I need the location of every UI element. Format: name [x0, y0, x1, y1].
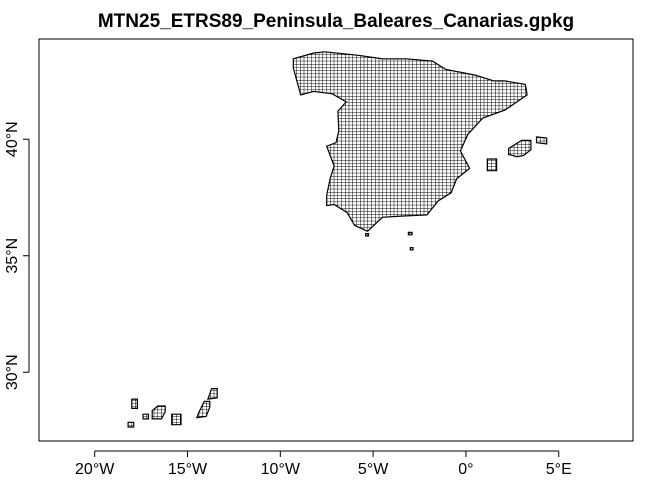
region-mallorca	[508, 139, 532, 158]
x-tick-label: 0°	[458, 461, 473, 478]
region-ceuta	[365, 233, 370, 237]
plot-frame	[38, 38, 634, 442]
x-tick-label: 20°W	[75, 461, 115, 478]
x-tick-label: 5°E	[546, 461, 572, 478]
region-la-gomera	[142, 413, 150, 420]
regions-layer	[127, 51, 548, 428]
region-peninsula	[292, 51, 528, 233]
y-axis: 30°N 35°N 40°N	[4, 121, 30, 390]
region-la-palma	[131, 398, 138, 409]
region-alboran	[407, 231, 413, 236]
region-fuerteventura	[195, 400, 211, 419]
x-tick-label: 10°W	[261, 461, 301, 478]
region-menorca	[535, 136, 548, 145]
x-axis: 20°W 15°W 10°W 5°W 0° 5°E	[75, 450, 572, 478]
region-tenerife	[151, 405, 166, 420]
map-title: MTN25_ETRS89_Peninsula_Baleares_Canarias…	[98, 11, 574, 32]
x-tick-label: 15°W	[168, 461, 208, 478]
region-gran-canaria	[171, 413, 182, 426]
region-lanzarote	[207, 388, 218, 400]
region-melilla	[409, 247, 414, 251]
y-tick-label: 40°N	[4, 121, 21, 157]
y-tick-label: 35°N	[4, 238, 21, 274]
region-el-hierro	[127, 421, 135, 428]
x-tick-label: 5°W	[358, 461, 389, 478]
y-tick-label: 30°N	[4, 354, 21, 390]
region-ibiza	[486, 158, 498, 172]
